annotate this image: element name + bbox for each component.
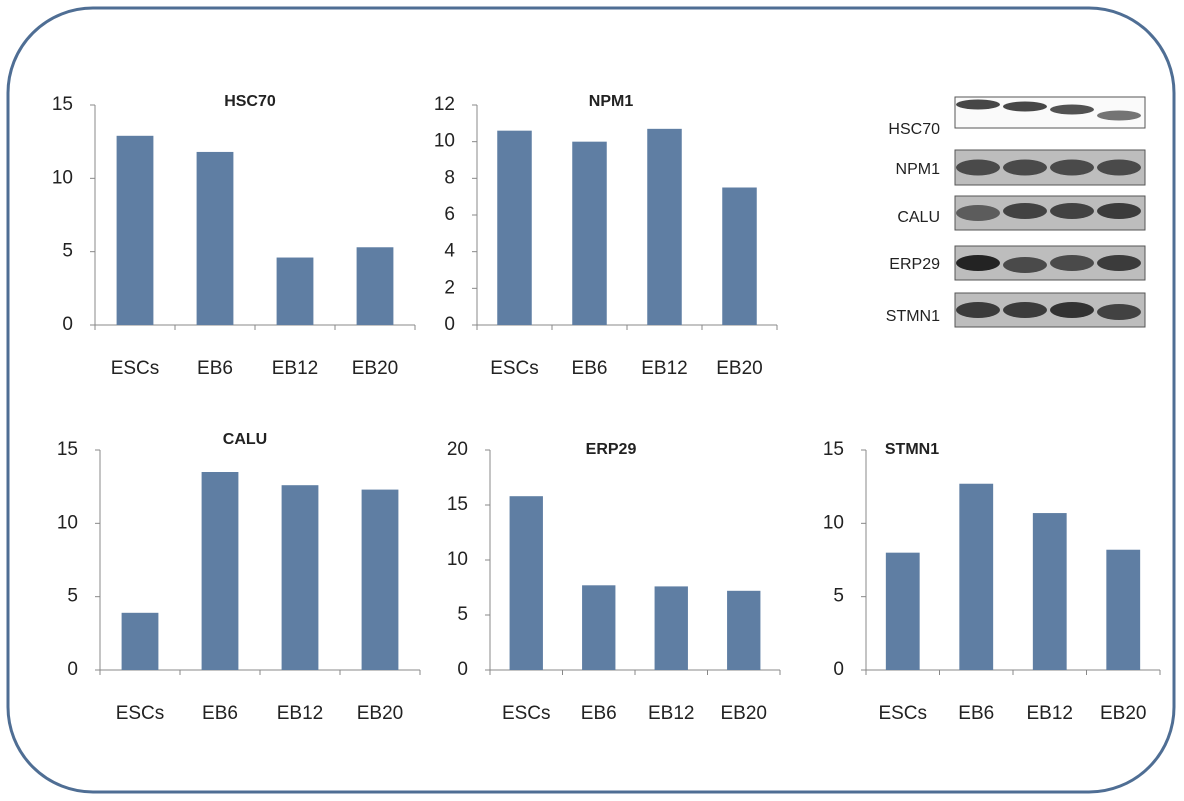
- bar: [885, 552, 920, 670]
- y-tick-label: 12: [434, 94, 455, 115]
- blot-band: [1003, 203, 1047, 219]
- bar: [497, 130, 532, 325]
- bar: [1032, 513, 1067, 670]
- x-tick-label: EB20: [357, 703, 403, 724]
- y-tick-label: 10: [434, 131, 455, 152]
- y-tick-label: 5: [457, 604, 468, 625]
- x-tick-label: EB20: [716, 358, 762, 379]
- bar: [582, 585, 616, 670]
- chart-title: CALU: [223, 431, 267, 448]
- x-tick-label: EB20: [721, 703, 767, 724]
- chart-title: STMN1: [885, 441, 939, 458]
- y-tick-label: 2: [444, 277, 455, 298]
- y-tick-label: 15: [447, 494, 468, 515]
- y-tick-label: 20: [447, 439, 468, 460]
- western-blot: HSC70 NPM1 CALU ERP29 STMN1: [886, 96, 1146, 328]
- bar: [647, 128, 682, 325]
- blot-band: [1097, 255, 1141, 271]
- bar: [509, 496, 543, 670]
- chart-title: ERP29: [586, 441, 637, 458]
- x-tick-label: EB6: [202, 703, 238, 724]
- y-tick-label: 5: [67, 586, 78, 607]
- y-tick-label: 15: [57, 439, 78, 460]
- blot-label: HSC70: [888, 121, 940, 138]
- blot-band: [1097, 159, 1141, 176]
- x-tick-label: ESCs: [490, 358, 539, 379]
- blot-band: [1050, 159, 1094, 176]
- blot-label: NPM1: [896, 161, 941, 178]
- x-tick-label: EB12: [1027, 703, 1073, 724]
- chart-title: HSC70: [224, 93, 276, 110]
- x-tick-label: EB6: [958, 703, 994, 724]
- y-tick-label: 10: [52, 167, 73, 188]
- y-tick-label: 0: [833, 659, 844, 680]
- bar: [1106, 549, 1141, 670]
- blot-band: [1097, 110, 1141, 121]
- y-tick-label: 10: [823, 512, 844, 533]
- x-tick-label: EB12: [277, 703, 323, 724]
- blot-band: [1003, 159, 1047, 176]
- blot-band: [956, 302, 1000, 318]
- blot-label: ERP29: [889, 256, 940, 273]
- blot-band: [956, 99, 1000, 110]
- y-tick-label: 10: [57, 512, 78, 533]
- x-tick-label: EB12: [648, 703, 694, 724]
- bar: [196, 151, 234, 325]
- blot-band: [956, 255, 1000, 271]
- bar: [654, 586, 688, 670]
- x-tick-label: EB6: [572, 358, 608, 379]
- x-tick-label: ESCs: [111, 358, 160, 379]
- x-tick-label: ESCs: [502, 703, 551, 724]
- y-tick-label: 0: [457, 659, 468, 680]
- x-tick-label: EB6: [197, 358, 233, 379]
- y-tick-label: 5: [62, 241, 73, 262]
- bar: [356, 247, 394, 325]
- y-tick-label: 15: [52, 94, 73, 115]
- x-tick-label: ESCs: [116, 703, 165, 724]
- bar: [572, 141, 607, 325]
- y-tick-label: 4: [444, 241, 455, 262]
- x-tick-label: EB12: [641, 358, 687, 379]
- blot-band: [1050, 302, 1094, 318]
- y-tick-label: 15: [823, 439, 844, 460]
- blot-label: CALU: [897, 209, 940, 226]
- blot-band: [956, 159, 1000, 176]
- bar: [281, 485, 319, 670]
- bar: [121, 612, 159, 670]
- blot-band: [1097, 304, 1141, 320]
- bar: [722, 187, 757, 325]
- y-tick-label: 5: [833, 586, 844, 607]
- bar: [727, 590, 761, 670]
- blot-band: [1097, 203, 1141, 219]
- bar: [276, 257, 314, 325]
- blot-band: [1003, 257, 1047, 273]
- blot-band: [1050, 104, 1094, 115]
- y-tick-label: 0: [62, 314, 73, 335]
- y-tick-label: 10: [447, 549, 468, 570]
- frame: [6, 6, 1176, 794]
- blot-label: STMN1: [886, 308, 940, 325]
- x-tick-label: ESCs: [878, 703, 927, 724]
- bar: [116, 135, 154, 325]
- blot-band: [956, 205, 1000, 221]
- x-tick-label: EB12: [272, 358, 318, 379]
- y-tick-label: 6: [444, 204, 455, 225]
- blot-band: [1003, 302, 1047, 318]
- blot-band: [1050, 203, 1094, 219]
- chart-title: NPM1: [589, 93, 634, 110]
- bar: [959, 483, 994, 670]
- y-tick-label: 0: [67, 659, 78, 680]
- bar: [201, 472, 239, 670]
- x-tick-label: EB6: [581, 703, 617, 724]
- x-tick-label: EB20: [1100, 703, 1146, 724]
- y-tick-label: 0: [444, 314, 455, 335]
- blot-band: [1003, 101, 1047, 112]
- y-tick-label: 8: [444, 167, 455, 188]
- blot-band: [1050, 255, 1094, 271]
- bar: [361, 489, 399, 670]
- x-tick-label: EB20: [352, 358, 398, 379]
